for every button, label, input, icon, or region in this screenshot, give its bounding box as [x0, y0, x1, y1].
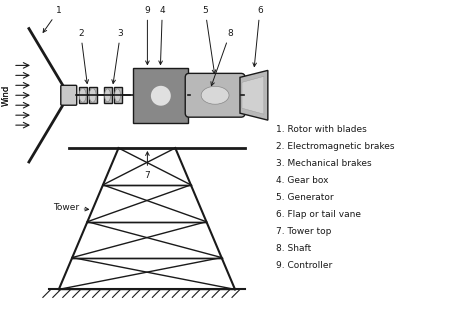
Text: 3: 3	[112, 29, 123, 83]
Text: 5. Generator: 5. Generator	[276, 193, 333, 202]
Bar	[104, 87, 111, 103]
Text: 1: 1	[43, 6, 62, 32]
Text: 4: 4	[159, 6, 165, 64]
Ellipse shape	[105, 89, 110, 102]
Ellipse shape	[151, 86, 171, 106]
Ellipse shape	[79, 88, 86, 102]
Bar	[89, 87, 97, 103]
Polygon shape	[240, 70, 268, 120]
Text: 4. Gear box: 4. Gear box	[276, 176, 328, 185]
Text: 2: 2	[78, 29, 89, 83]
Ellipse shape	[115, 89, 120, 102]
FancyBboxPatch shape	[61, 85, 77, 105]
Text: 8. Shaft: 8. Shaft	[276, 244, 311, 253]
Text: 9. Controller: 9. Controller	[276, 261, 332, 270]
Text: 7: 7	[145, 152, 150, 180]
Text: 6: 6	[253, 6, 263, 67]
Bar	[79, 87, 87, 103]
Text: 5: 5	[202, 6, 216, 73]
Ellipse shape	[89, 88, 96, 102]
Bar	[114, 87, 121, 103]
Text: 2. Electromagnetic brakes: 2. Electromagnetic brakes	[276, 142, 394, 151]
Text: Wind: Wind	[1, 85, 10, 106]
Text: 8: 8	[211, 29, 233, 86]
Text: 3. Mechanical brakes: 3. Mechanical brakes	[276, 159, 372, 168]
Text: Wind: Wind	[1, 85, 10, 106]
Text: Tower: Tower	[53, 203, 89, 212]
FancyBboxPatch shape	[185, 73, 245, 117]
Text: 6. Flap or tail vane: 6. Flap or tail vane	[276, 210, 361, 219]
Polygon shape	[242, 77, 264, 114]
Text: 9: 9	[145, 6, 150, 64]
Bar	[134, 68, 188, 123]
Ellipse shape	[201, 86, 229, 104]
Text: 1. Rotor with blades: 1. Rotor with blades	[276, 125, 366, 134]
Text: 7. Tower top: 7. Tower top	[276, 227, 331, 236]
